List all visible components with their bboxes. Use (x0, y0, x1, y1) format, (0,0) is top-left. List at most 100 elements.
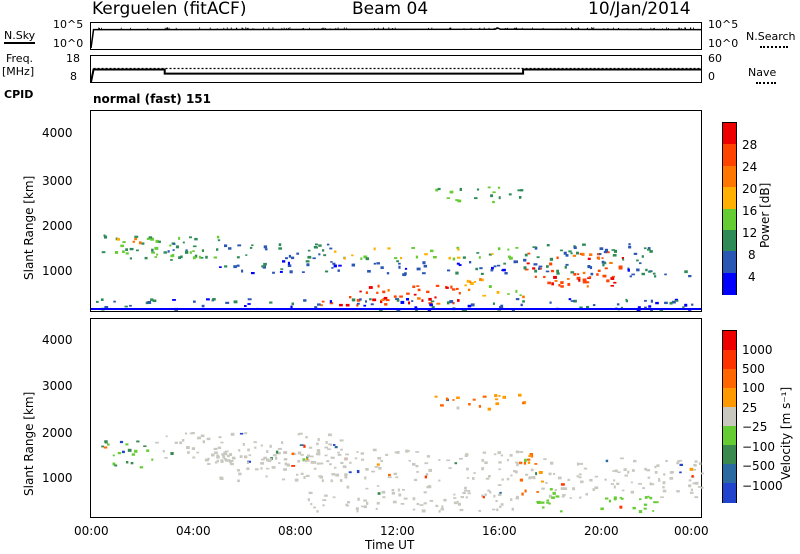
power-cell (522, 300, 525, 303)
velocity-cell (578, 476, 582, 479)
power-cell (567, 278, 570, 280)
power-cell (684, 303, 688, 307)
power-cell (408, 301, 411, 305)
nave-legend-line (756, 82, 776, 84)
velocity-cell (580, 480, 584, 484)
velocity-cell (671, 471, 674, 474)
velocity-cell (515, 497, 520, 500)
colorbar-swatch (723, 331, 736, 351)
power-cell (323, 254, 327, 257)
power-cell (488, 253, 492, 256)
velocity-ytick: 4000 (42, 333, 73, 347)
velocity-cell (466, 467, 469, 471)
power-cell (549, 257, 554, 261)
velocity-cell (466, 477, 470, 479)
freq-tick-bottom: 8 (70, 70, 77, 83)
velocity-cell (464, 454, 468, 458)
power-cbar-tick: 24 (742, 160, 758, 174)
power-cell (669, 301, 673, 305)
velocity-cell (223, 452, 228, 456)
velocity-cell (316, 442, 319, 446)
velocity-cell (488, 475, 491, 478)
colorbar-swatch (723, 272, 736, 295)
velocity-cell (691, 475, 694, 478)
velocity-cell (453, 501, 458, 505)
velocity-cell (453, 497, 457, 499)
colorbar-swatch (723, 426, 736, 446)
power-cell (572, 254, 577, 257)
power-cell (599, 253, 602, 256)
velocity-cell (468, 403, 471, 406)
power-cell (282, 260, 286, 263)
power-cell (612, 254, 617, 257)
velocity-cell (605, 497, 609, 500)
velocity-cell (174, 441, 179, 444)
velocity-cell (631, 469, 635, 472)
power-cell (349, 296, 352, 299)
power-cell (628, 246, 632, 249)
power-cell (194, 254, 198, 258)
velocity-cell (225, 458, 228, 462)
power-cell (461, 309, 465, 312)
velocity-cell (464, 486, 467, 490)
power-cell (570, 271, 575, 274)
velocity-cell (327, 433, 332, 437)
velocity-cell (346, 485, 350, 489)
velocity-cell (224, 457, 227, 461)
velocity-cell (398, 493, 402, 497)
power-cell (515, 247, 519, 249)
power-cell (503, 262, 506, 265)
power-cell (416, 267, 421, 271)
velocity-cell (146, 449, 150, 452)
velocity-cell (363, 499, 367, 502)
velocity-cell (299, 432, 303, 435)
velocity-cell (363, 505, 367, 509)
power-cell (590, 272, 594, 276)
velocity-cell (456, 396, 460, 400)
velocity-cell (614, 469, 618, 473)
velocity-cell (425, 473, 429, 476)
power-cell (479, 278, 482, 281)
velocity-cell (339, 479, 343, 482)
velocity-cell (676, 490, 680, 493)
colorbar-swatch (723, 165, 736, 188)
velocity-cell (121, 450, 125, 454)
velocity-cell (349, 461, 352, 464)
power-cell (578, 278, 581, 282)
power-cell (497, 186, 501, 189)
power-cell (185, 250, 188, 253)
power-cell (386, 272, 390, 275)
power-cell (285, 257, 288, 260)
velocity-cell (126, 461, 129, 464)
velocity-cell (391, 491, 396, 495)
velocity-cell (456, 406, 460, 410)
power-cell (345, 303, 350, 307)
power-cell (155, 239, 159, 243)
velocity-cell (560, 483, 565, 486)
power-cell (514, 260, 519, 264)
velocity-cell (269, 444, 272, 448)
velocity-cell (519, 451, 524, 453)
power-cell (114, 251, 119, 254)
velocity-cell (300, 454, 304, 456)
velocity-cell (296, 473, 299, 476)
power-cell (470, 303, 475, 307)
power-cell (325, 270, 329, 273)
power-cell (380, 300, 383, 304)
power-cell (129, 257, 133, 260)
power-cell (421, 299, 424, 302)
velocity-cbar-tick: −100 (742, 440, 775, 454)
power-cell (431, 305, 435, 309)
velocity-cell (408, 459, 411, 462)
velocity-cell (644, 496, 648, 499)
power-cell (674, 300, 679, 302)
velocity-cell (281, 441, 284, 445)
velocity-cell (467, 490, 471, 493)
velocity-cell (528, 454, 532, 457)
power-cell (492, 191, 496, 194)
power-cell (547, 281, 551, 285)
power-cell (641, 272, 646, 276)
power-cell (171, 254, 175, 257)
velocity-cell (563, 487, 568, 490)
velocity-cell (125, 443, 129, 446)
